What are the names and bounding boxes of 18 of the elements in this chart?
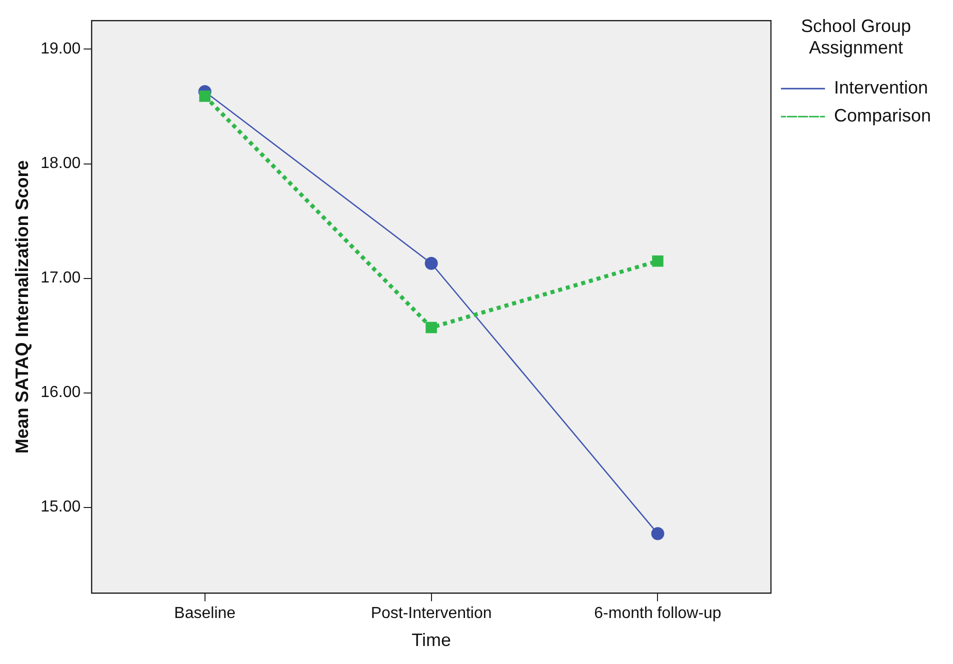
point [651,527,664,540]
x-axis-title: Time [412,630,451,650]
y-axis-title: Mean SATAQ Internalization Score [12,160,32,454]
legend-label: Intervention [834,78,928,98]
point [426,322,437,334]
y-tick-label: 17.00 [40,270,81,287]
x-tick-label: Baseline [174,605,236,622]
point [199,90,211,102]
y-tick-label: 16.00 [40,384,81,402]
point [652,255,664,267]
y-tick-label: 15.00 [40,498,81,516]
x-tick-label: Post-Intervention [370,605,492,622]
legend-label: Comparison [834,106,932,126]
legend-title: School Group Assignment [800,16,912,58]
x-tick-label: 6-month follow-up [594,605,722,622]
y-tick-label: 19.00 [40,40,81,58]
point [424,256,438,270]
y-tick-label: 18.00 [40,155,81,172]
